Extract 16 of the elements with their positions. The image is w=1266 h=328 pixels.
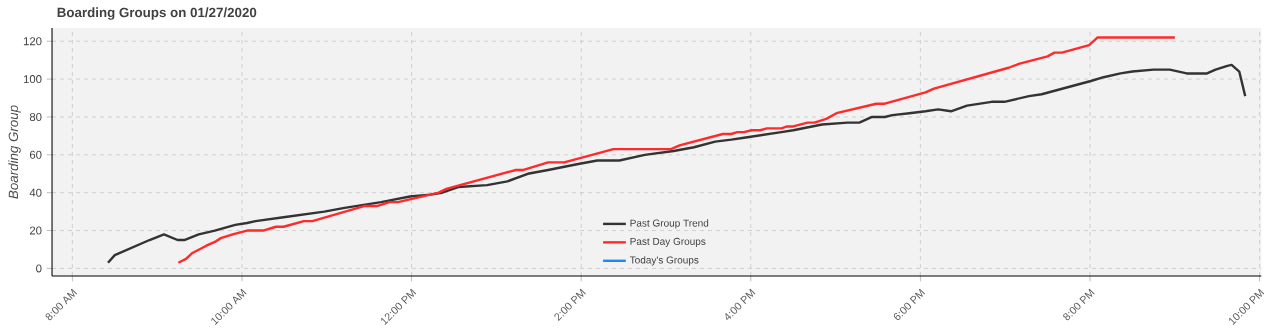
line-series — [106, 63, 1247, 264]
y-tick-label: 80 — [29, 112, 42, 121]
legend-label: Past Day Groups — [630, 237, 706, 247]
y-tick-label: 0 — [36, 264, 42, 273]
y-tick-label: 120 — [23, 37, 42, 46]
y-axis-title: Boarding Group — [8, 105, 21, 199]
y-tick-label: 60 — [29, 150, 42, 159]
legend-label: Today's Groups — [629, 256, 699, 266]
chart-title: Boarding Groups on 01/27/2020 — [57, 7, 257, 20]
y-tick-label: 40 — [29, 188, 42, 197]
y-tick-label: 20 — [29, 226, 42, 235]
x-tick-label: 4:00 PM — [725, 288, 756, 320]
legend-label: Past Group Trend — [630, 219, 709, 229]
x-tick-label: 6:00 PM — [893, 288, 926, 320]
x-tick-label: 8:00 AM — [45, 288, 78, 321]
y-tick-label: 100 — [23, 75, 42, 84]
